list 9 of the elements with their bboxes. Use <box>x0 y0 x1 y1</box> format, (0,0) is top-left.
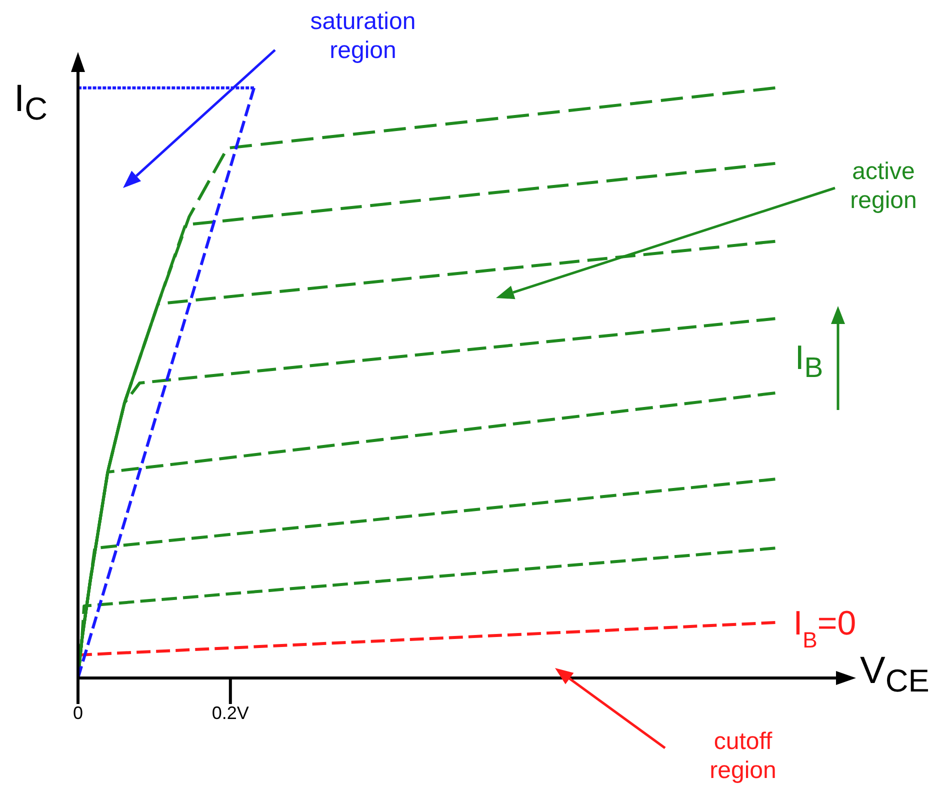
annotation: I$_{B}$ <box>794 338 824 386</box>
text: cutoff region <box>708 728 778 786</box>
x-tick-label: 0.2V <box>212 702 249 723</box>
x-axis-title: V$_{CE}$ <box>860 650 930 700</box>
x-tick-label: 0 <box>72 702 84 723</box>
text: active region <box>849 158 918 216</box>
y-axis-title: I$_{C}$ <box>14 78 48 128</box>
series-label: I$_{B}$=0 <box>793 604 856 652</box>
text: saturation region <box>309 8 417 66</box>
